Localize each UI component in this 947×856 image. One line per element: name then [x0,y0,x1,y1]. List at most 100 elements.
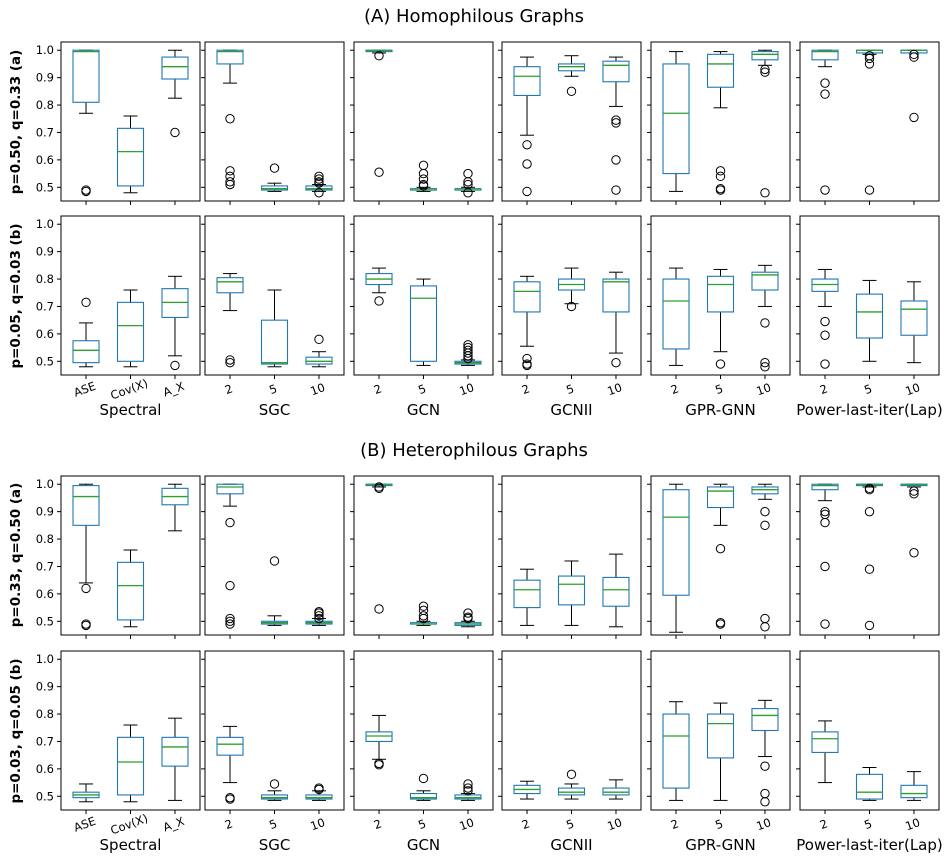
outlier-point [760,797,770,807]
outlier-point [225,619,235,629]
outlier-point [374,760,384,770]
outlier-point [418,174,429,184]
outlier-point [522,159,532,169]
outlier-point [760,357,770,368]
iqr-box [602,787,630,796]
outlier-point [611,118,621,128]
outlier-point [463,608,473,618]
y-tick-label: 0.6 [36,587,54,601]
x-tick-label: 10 [308,815,327,833]
iqr-box [602,576,630,607]
outlier-point [463,188,473,198]
outlier-point [225,613,235,624]
x-tick-label: 2 [818,816,830,832]
x-tick-label: 10 [457,380,476,398]
outlier-point [760,64,770,75]
iqr-box [811,483,839,491]
outlier-point [418,168,429,179]
iqr-box [365,731,393,743]
outlier-point [418,601,429,611]
iqr-box [811,278,839,292]
iqr-box [811,731,839,753]
outlier-point [81,297,91,308]
panel-frame [799,475,940,636]
outlier-point [715,171,726,182]
iqr-box [72,49,100,103]
section-title-heterophilous: (B) Heterophilous Graphs [360,440,588,461]
iqr-box [751,51,779,61]
iqr-box [161,56,189,80]
outlier-point [374,167,384,177]
panel-frame [650,41,791,202]
x-tick-label: ASE [72,379,98,400]
x-tick-label: 2 [520,816,532,832]
x-tick-label: 5 [267,816,279,832]
x-tick-label: 10 [605,380,624,398]
outlier-point [463,613,473,624]
row-label-heterophilous-b: p=0.03, q=0.05 (b) [8,658,24,803]
outlier-point [269,556,280,566]
row-label-homophilous-a: p=0.50, q=0.33 (a) [8,50,24,195]
x-tick-label: 10 [903,380,922,398]
x-tick-label: 5 [564,816,576,832]
y-tick-label: 0.9 [36,71,54,85]
outlier-point [566,301,577,312]
section-title-homophilous: (A) Homophilous Graphs [364,6,584,27]
iqr-box [513,281,541,313]
iqr-box [751,708,779,732]
outlier-point [225,357,235,368]
panel-frame [353,41,494,202]
outlier-point [314,174,324,184]
outlier-point [909,49,919,60]
iqr-box [260,794,289,800]
iqr-box [161,288,189,318]
outlier-point [374,296,384,306]
y-tick-label: 1.0 [36,217,54,231]
outlier-point [820,517,830,528]
y-tick-label: 0.6 [36,327,54,341]
outlier-point [418,773,429,784]
outlier-point [760,506,770,517]
x-tick-label: 5 [713,816,725,832]
iqr-box [454,794,482,800]
iqr-box [662,489,690,596]
outlier-point [820,619,830,629]
outlier-point [81,583,91,594]
iqr-box [116,127,145,187]
y-tick-label: 0.5 [36,614,54,628]
iqr-box [161,736,189,767]
iqr-box [855,773,884,800]
x-tick-label: 5 [564,381,576,397]
iqr-box [72,485,100,526]
iqr-box [72,340,100,364]
outlier-point [864,53,875,64]
group-label: GCNII [550,836,592,854]
group-label: SGC [259,836,291,854]
outlier-point [820,359,830,369]
iqr-box [751,486,779,495]
y-tick-label: 0.7 [36,559,54,573]
iqr-box [305,185,333,191]
x-tick-label: 5 [713,381,725,397]
outlier-point [522,140,532,150]
outlier-point [760,67,770,77]
iqr-box [260,185,289,191]
outlier-point [760,788,770,799]
x-tick-label: 2 [372,816,384,832]
outlier-point [463,779,473,789]
outlier-point [374,483,384,494]
iqr-box [602,278,630,313]
outlier-point [225,114,235,124]
panel-frame [650,475,791,636]
outlier-point [418,611,429,621]
x-tick-label: 2 [818,381,830,397]
x-tick-label: 2 [223,816,235,832]
outlier-point [314,611,324,621]
x-tick-label: 10 [308,380,327,398]
y-tick-label: 0.8 [36,272,54,286]
outlier-point [463,177,473,187]
iqr-box [602,60,630,83]
outlier-point [820,89,830,99]
outlier-point [715,185,726,195]
